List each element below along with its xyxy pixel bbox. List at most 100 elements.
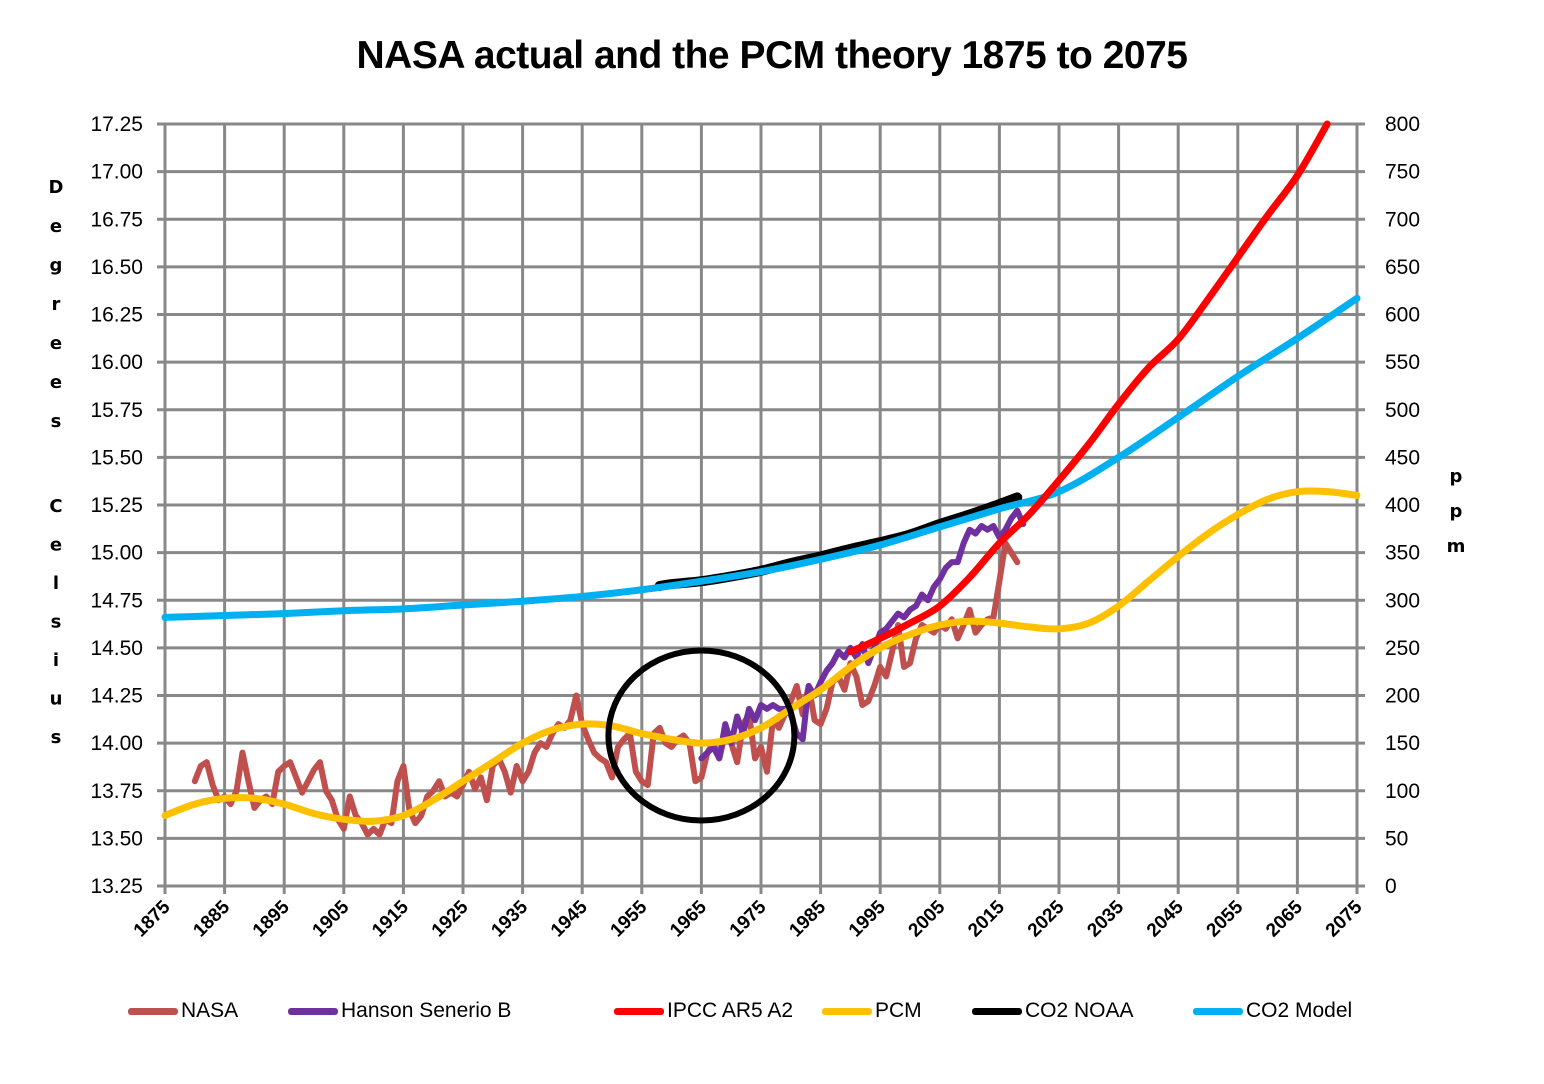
y-tick-label: 15.50: [90, 446, 143, 469]
grid: [157, 122, 1365, 894]
y-tick-label: 13.50: [90, 827, 143, 850]
y-axis-label-letter: s: [51, 411, 62, 432]
y-tick-label: 17.00: [90, 161, 143, 184]
y-axis-right: 0 50 100 150 200 250 300 350 400 450 500 550 600 650 7…: [1385, 113, 1420, 898]
x-tick-label: 2045: [1143, 896, 1188, 941]
legend-label: CO2 Model: [1246, 999, 1353, 1022]
y-axis-label-letter: D: [49, 177, 64, 198]
legend-swatch: [128, 1007, 178, 1015]
y2-axis-label-letter: m: [1447, 536, 1466, 557]
x-tick-label: 1955: [607, 896, 652, 941]
legend-item: CO2 Model: [1193, 996, 1352, 1026]
y-axis-left: 13.25 13.50 13.75 14.00 14.25 14.50 14.75 15.00…: [90, 113, 143, 898]
x-tick-label: 2075: [1322, 896, 1367, 941]
x-tick-label: 1965: [666, 896, 711, 941]
y2-tick-label: 200: [1385, 685, 1420, 708]
legend-item: Hanson Senerio B: [288, 996, 511, 1026]
legend-label: IPCC AR5 A2: [667, 999, 794, 1022]
y-tick-label: 16.00: [90, 351, 143, 374]
x-tick-label: 1935: [487, 896, 532, 941]
y-tick-label: 14.50: [90, 637, 143, 660]
y-axis-label-letter: g: [50, 255, 63, 276]
series-line-co2-model: [161, 294, 1361, 621]
y-tick-label: 15.25: [90, 494, 143, 517]
y2-axis-label-letter: p: [1450, 501, 1463, 522]
y2-tick-label: 800: [1385, 113, 1420, 136]
y2-tick-label: 250: [1385, 637, 1420, 660]
y2-tick-label: 700: [1385, 208, 1420, 231]
y-axis-label-letter: u: [50, 689, 63, 710]
x-tick-label: 1985: [785, 896, 830, 941]
y-tick-label: 15.75: [90, 399, 143, 422]
legend: NASA Hanson Senerio B IPCC AR5 A2 PCM CO2 NO…: [0, 996, 1544, 1030]
x-tick-label: 2015: [964, 896, 1009, 941]
x-tick-label: 1945: [547, 896, 592, 941]
legend-swatch: [288, 1007, 338, 1015]
y-tick-label: 14.75: [90, 589, 143, 612]
x-tick-label: 1975: [726, 896, 771, 941]
legend-swatch: [972, 1007, 1022, 1015]
y-tick-label: 16.25: [90, 304, 143, 327]
legend-label: NASA: [181, 999, 239, 1022]
y2-tick-label: 550: [1385, 351, 1420, 374]
x-tick-label: 1905: [309, 896, 354, 941]
y-tick-label: 16.50: [90, 256, 143, 279]
series-layer: [161, 120, 1361, 838]
x-tick-label: 2055: [1203, 896, 1248, 941]
x-tick-label: 2025: [1024, 896, 1069, 941]
y-axis-label-letter: r: [52, 294, 61, 315]
legend-swatch: [614, 1007, 664, 1015]
legend-swatch: [1193, 1007, 1243, 1015]
y2-tick-label: 50: [1385, 827, 1408, 850]
x-axis: 1875 1885 1895 1905 1915 1925 1935 1945 1955 1965…: [130, 896, 1367, 941]
x-tick-label: 2035: [1083, 896, 1128, 941]
legend-item: NASA: [128, 996, 238, 1026]
legend-item: PCM: [822, 996, 922, 1026]
y2-tick-label: 0: [1385, 875, 1397, 898]
y2-tick-label: 600: [1385, 304, 1420, 327]
series-line-nasa: [191, 540, 1021, 838]
annotations: [605, 647, 798, 824]
y2-tick-label: 350: [1385, 542, 1420, 565]
y2-tick-label: 750: [1385, 161, 1420, 184]
legend-label: Hanson Senerio B: [341, 999, 512, 1022]
x-tick-label: 1915: [368, 896, 413, 941]
y-tick-label: 14.00: [90, 732, 143, 755]
legend-item: IPCC AR5 A2: [614, 996, 793, 1026]
y-axis-label-letter: s: [51, 612, 62, 633]
y-tick-label: 13.75: [90, 780, 143, 803]
x-tick-label: 1885: [189, 896, 234, 941]
x-tick-label: 1895: [249, 896, 294, 941]
y-axis-label-letter: l: [53, 573, 59, 594]
y2-tick-label: 100: [1385, 780, 1420, 803]
x-tick-label: 1995: [845, 896, 890, 941]
series-line-ipcc-ar5-a2: [846, 120, 1331, 656]
y2-tick-label: 150: [1385, 732, 1420, 755]
y2-tick-label: 650: [1385, 256, 1420, 279]
y-axis-label-letter: e: [50, 333, 62, 354]
annotation-circle: [605, 647, 798, 824]
legend-swatch: [822, 1007, 872, 1015]
y-tick-label: 13.25: [90, 875, 143, 898]
y-tick-label: 15.00: [90, 542, 143, 565]
series-line-pcm: [161, 487, 1361, 825]
y2-tick-label: 500: [1385, 399, 1420, 422]
x-tick-label: 1925: [428, 896, 473, 941]
y-axis-label-letter: e: [50, 535, 62, 556]
y2-tick-label: 300: [1385, 589, 1420, 612]
legend-label: PCM: [875, 999, 922, 1022]
y-axis-label-letter: e: [50, 372, 62, 393]
y-tick-label: 16.75: [90, 208, 143, 231]
chart-title: NASA actual and the PCM theory 1875 to 2…: [356, 34, 1188, 77]
y2-axis-label-letter: p: [1450, 466, 1463, 487]
legend-item: CO2 NOAA: [972, 996, 1134, 1026]
y-axis-label-letter: e: [50, 216, 62, 237]
y-tick-label: 14.25: [90, 685, 143, 708]
y-axis-label-letter: C: [49, 496, 62, 517]
x-tick-label: 2005: [905, 896, 950, 941]
y2-tick-label: 450: [1385, 446, 1420, 469]
y-axis-label-letter: i: [53, 650, 59, 671]
y2-tick-label: 400: [1385, 494, 1420, 517]
